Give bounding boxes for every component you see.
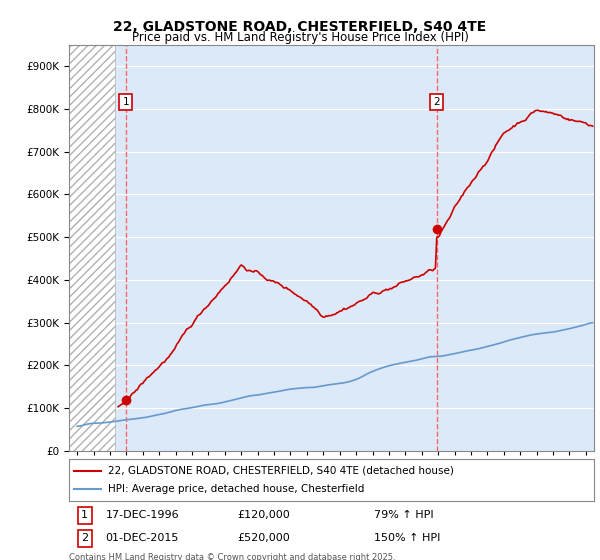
Text: 17-DEC-1996: 17-DEC-1996 (106, 511, 179, 520)
Bar (69, 45, 115, 451)
Text: 2: 2 (81, 534, 88, 543)
Text: £520,000: £520,000 (237, 534, 290, 543)
Text: 1: 1 (122, 97, 129, 106)
Text: 22, GLADSTONE ROAD, CHESTERFIELD, S40 4TE: 22, GLADSTONE ROAD, CHESTERFIELD, S40 4T… (113, 20, 487, 34)
Text: Price paid vs. HM Land Registry's House Price Index (HPI): Price paid vs. HM Land Registry's House … (131, 31, 469, 44)
Text: 2: 2 (434, 97, 440, 106)
Text: 150% ↑ HPI: 150% ↑ HPI (373, 534, 440, 543)
Text: £120,000: £120,000 (237, 511, 290, 520)
Text: Contains HM Land Registry data © Crown copyright and database right 2025.
This d: Contains HM Land Registry data © Crown c… (69, 553, 395, 560)
Text: 01-DEC-2015: 01-DEC-2015 (106, 534, 179, 543)
Text: HPI: Average price, detached house, Chesterfield: HPI: Average price, detached house, Ches… (109, 484, 365, 494)
Text: 1: 1 (81, 511, 88, 520)
Text: 79% ↑ HPI: 79% ↑ HPI (373, 511, 433, 520)
Text: 22, GLADSTONE ROAD, CHESTERFIELD, S40 4TE (detached house): 22, GLADSTONE ROAD, CHESTERFIELD, S40 4T… (109, 466, 454, 476)
